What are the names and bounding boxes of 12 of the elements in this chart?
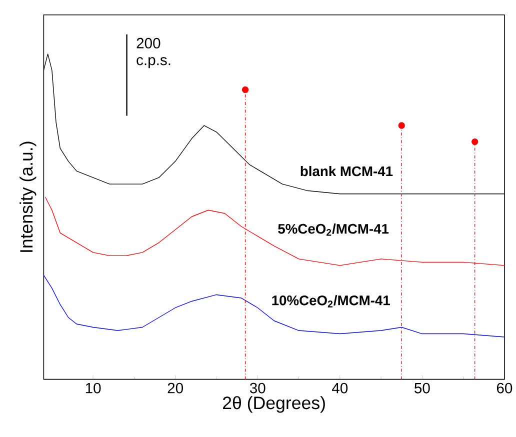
series-label: 10%CeO$_{2}$/MCM-41 — [272, 295, 390, 308]
series-label: 5%CeO$_{2}$/MCM-41 — [278, 224, 389, 236]
x-tick-label: 20 — [168, 382, 184, 394]
series-label: blank MCM-41 — [300, 166, 393, 176]
x-tick-label: 50 — [414, 382, 430, 394]
annotation: 200 c.p.s. — [136, 38, 170, 68]
x-tick-label: 40 — [332, 382, 348, 394]
x-tick-label: 10 — [86, 382, 101, 394]
x-tick-label: 30 — [250, 382, 266, 394]
x-axis-title: 2θ (Degrees) — [223, 396, 325, 413]
x-tick-label: 60 — [496, 382, 512, 394]
y-axis-title: Intensity (a.u.) — [20, 142, 36, 252]
